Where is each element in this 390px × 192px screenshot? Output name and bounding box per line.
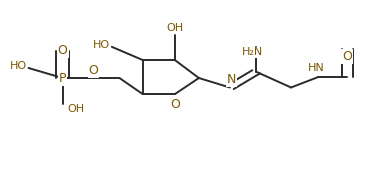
Text: HN: HN — [308, 63, 324, 73]
Text: P: P — [59, 72, 66, 84]
Text: H₂N: H₂N — [242, 47, 263, 57]
Text: O: O — [58, 44, 67, 57]
Text: OH: OH — [166, 23, 183, 33]
Text: O: O — [170, 98, 180, 111]
Text: O: O — [342, 50, 352, 63]
Text: O: O — [89, 64, 99, 77]
Text: OH: OH — [67, 104, 84, 114]
Text: N: N — [227, 73, 236, 86]
Text: HO: HO — [9, 61, 27, 71]
Text: HO: HO — [93, 40, 110, 50]
